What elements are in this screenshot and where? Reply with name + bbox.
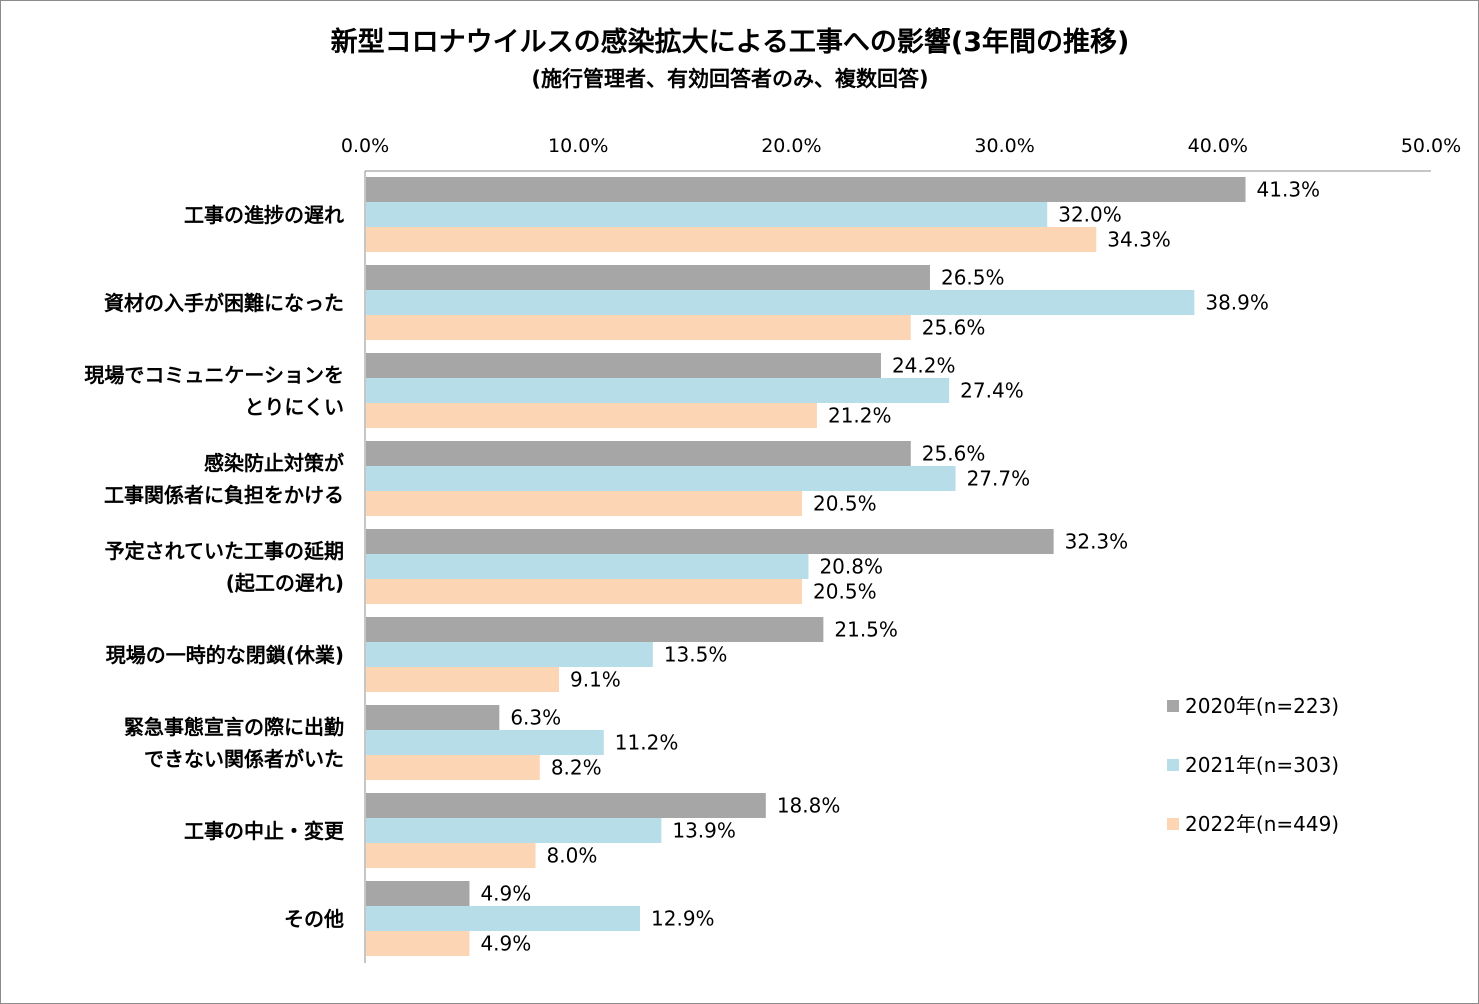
data-label: 32.3% — [1065, 530, 1129, 554]
data-label: 32.0% — [1058, 203, 1122, 227]
category-label: 資材の入手が困難になった — [104, 291, 344, 315]
chart-title: 新型コロナウイルスの感染拡大による工事への影響(3年間の推移) — [331, 26, 1130, 58]
legend-swatch — [1167, 818, 1179, 830]
x-tick-label: 50.0% — [1401, 135, 1461, 157]
data-label: 13.9% — [672, 819, 736, 843]
legend: 2020年(n=223) 2021年(n=303) 2022年(n=449) — [1167, 694, 1339, 836]
bars — [366, 177, 1246, 956]
data-label: 8.0% — [547, 844, 598, 868]
bar — [366, 554, 809, 579]
bar — [366, 617, 824, 642]
bar — [366, 227, 1097, 252]
data-label: 9.1% — [570, 668, 621, 692]
bar — [366, 667, 560, 692]
legend-swatch — [1167, 700, 1179, 712]
bar — [366, 177, 1246, 202]
bar — [366, 931, 470, 956]
bar — [366, 730, 604, 755]
x-tick-label: 40.0% — [1188, 135, 1248, 157]
bar — [366, 642, 653, 667]
data-label: 12.9% — [651, 907, 715, 931]
data-label: 25.6% — [922, 442, 986, 466]
data-label: 25.6% — [922, 316, 986, 340]
bar — [366, 491, 803, 516]
data-label: 24.2% — [892, 354, 956, 378]
category-label: (起工の遅れ) — [226, 571, 344, 595]
category-label: 工事の中止・変更 — [184, 819, 345, 843]
category-label: 工事関係者に負担をかける — [104, 483, 344, 507]
bar — [366, 579, 803, 604]
bar — [366, 755, 540, 780]
data-label: 20.5% — [813, 492, 877, 516]
data-label: 18.8% — [777, 794, 841, 818]
data-label: 21.5% — [834, 618, 898, 642]
legend-entry: 2021年(n=303) — [1185, 753, 1339, 777]
x-tick-label: 0.0% — [341, 135, 389, 157]
bar — [366, 881, 470, 906]
category-label: 工事の進捗の遅れ — [184, 203, 344, 227]
legend-swatch — [1167, 759, 1179, 771]
bar — [366, 378, 950, 403]
category-labels: 工事の進捗の遅れ資材の入手が困難になった現場でコミュニケーションをとりにくい感染… — [84, 203, 345, 931]
category-label: とりにくい — [244, 395, 344, 419]
x-tick-label: 20.0% — [761, 135, 821, 157]
legend-entry: 2022年(n=449) — [1185, 812, 1339, 836]
category-label: その他 — [284, 907, 344, 931]
data-label: 34.3% — [1107, 228, 1171, 252]
bar — [366, 403, 817, 428]
data-label: 4.9% — [480, 882, 531, 906]
data-label: 8.2% — [551, 756, 602, 780]
bar — [366, 353, 881, 378]
category-label: 感染防止対策が — [204, 451, 344, 475]
bar — [366, 906, 641, 931]
data-label: 27.7% — [967, 467, 1031, 491]
bar — [366, 202, 1048, 227]
data-label: 38.9% — [1205, 291, 1269, 315]
data-label: 27.4% — [960, 379, 1024, 403]
x-tick-label: 10.0% — [548, 135, 608, 157]
bar — [366, 265, 930, 290]
category-label: 現場でコミュニケーションを — [84, 363, 344, 387]
category-label: できない関係者がいた — [144, 747, 344, 771]
bar — [366, 290, 1195, 315]
bar — [366, 529, 1054, 554]
data-label: 21.2% — [828, 404, 892, 428]
data-label: 26.5% — [941, 266, 1005, 290]
x-tick-label: 30.0% — [974, 135, 1034, 157]
data-label: 6.3% — [510, 706, 561, 730]
legend-entry: 2020年(n=223) — [1185, 694, 1339, 718]
bar — [366, 818, 662, 843]
data-label: 13.5% — [664, 643, 728, 667]
bar — [366, 793, 766, 818]
chart-subtitle: (施行管理者、有効回答者のみ、複数回答) — [531, 67, 928, 91]
data-label: 41.3% — [1257, 178, 1321, 202]
bar — [366, 843, 536, 868]
bar — [366, 705, 500, 730]
data-label: 11.2% — [615, 731, 679, 755]
category-label: 予定されていた工事の延期 — [105, 539, 344, 563]
data-label: 20.8% — [819, 555, 883, 579]
category-label: 現場の一時的な閉鎖(休業) — [106, 643, 344, 667]
bar — [366, 466, 956, 491]
data-label: 4.9% — [480, 932, 531, 956]
category-label: 緊急事態宣言の際に出勤 — [124, 715, 344, 739]
x-axis-ticks: 0.0% 10.0% 20.0% 30.0% 40.0% 50.0% — [341, 135, 1461, 157]
bar — [366, 315, 911, 340]
bar — [366, 441, 911, 466]
data-labels: 41.3% 26.5% 24.2% 25.6% 32.3% 21.5% 6.3% 18.8% 4… — [480, 178, 1320, 956]
data-label: 20.5% — [813, 580, 877, 604]
